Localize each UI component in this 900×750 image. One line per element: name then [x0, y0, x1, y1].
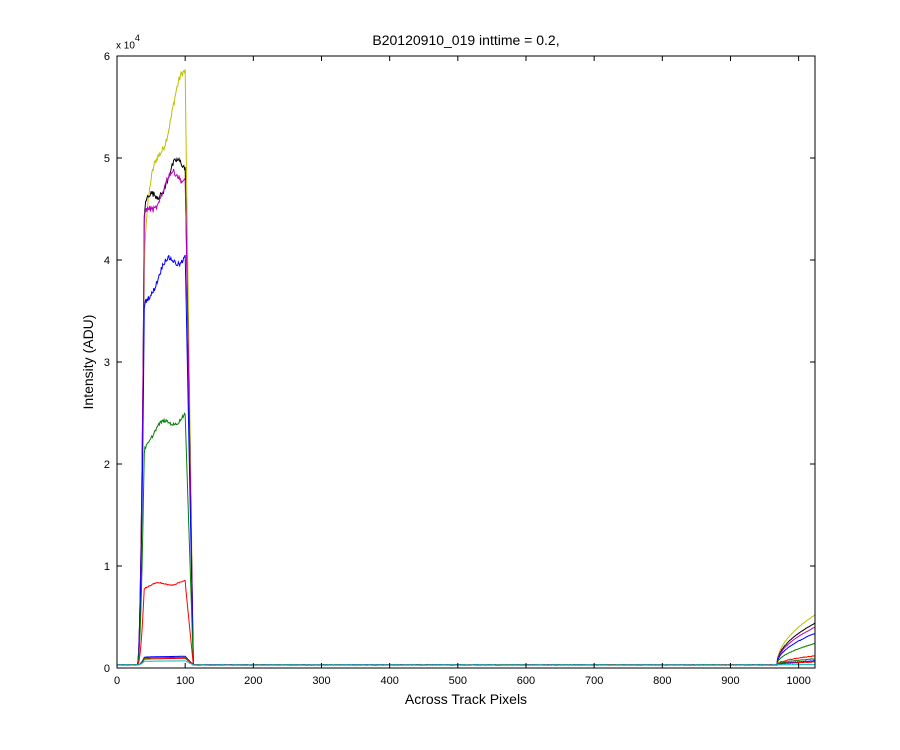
x-tick-label: 200	[244, 675, 262, 687]
x-tick-label: 0	[114, 675, 120, 687]
x-tick-label: 600	[517, 675, 535, 687]
y-tick-label: 0	[104, 663, 110, 675]
y-tick-label: 4	[104, 255, 110, 267]
series-line-5	[116, 412, 816, 666]
y-axis-multiplier: x 104	[116, 33, 140, 52]
series-line-6	[116, 579, 816, 666]
x-tick-label: 500	[449, 675, 467, 687]
y-multiplier-exponent: 4	[134, 33, 140, 43]
axes-box	[116, 55, 816, 669]
x-tick-label: 100	[176, 675, 194, 687]
chart-title: B20120910_019 inttime = 0.2,	[372, 32, 560, 48]
x-tick-label: 1000	[786, 675, 810, 687]
series-line-9	[116, 657, 816, 666]
series-line-10	[116, 660, 816, 666]
series-line-3	[116, 168, 816, 666]
series-line-7	[116, 655, 816, 666]
y-multiplier-base: x 10	[116, 40, 135, 52]
series-line-2	[116, 156, 816, 666]
y-tick-label: 6	[104, 51, 110, 63]
x-tick-label: 700	[585, 675, 603, 687]
y-tick-label: 3	[104, 357, 110, 369]
x-tick-label: 400	[380, 675, 398, 687]
y-tick-label: 1	[104, 561, 110, 573]
series-line-4	[116, 254, 816, 666]
series-line-1	[116, 69, 816, 666]
x-tick-label: 900	[721, 675, 739, 687]
y-tick-label: 2	[104, 459, 110, 471]
x-tick-label: 800	[653, 675, 671, 687]
y-tick-label: 5	[104, 153, 110, 165]
x-tick-label: 300	[312, 675, 330, 687]
series-line-8	[116, 656, 816, 666]
x-axis-label: Across Track Pixels	[404, 691, 528, 707]
